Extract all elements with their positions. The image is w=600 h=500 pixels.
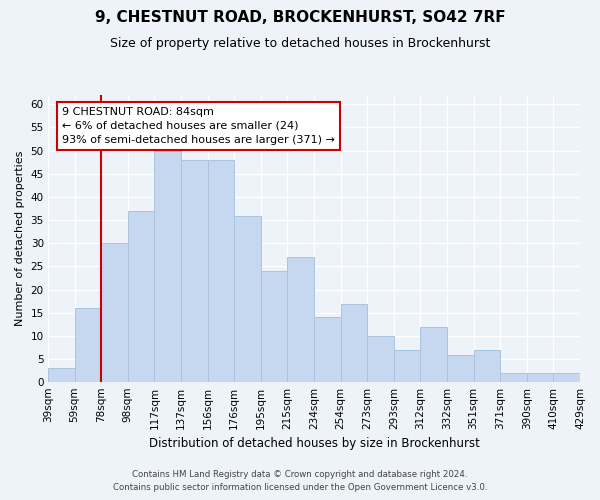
Bar: [421, 327, 447, 382]
Bar: [234, 216, 261, 382]
Bar: [101, 244, 128, 382]
Text: 9 CHESTNUT ROAD: 84sqm
← 6% of detached houses are smaller (24)
93% of semi-deta: 9 CHESTNUT ROAD: 84sqm ← 6% of detached …: [62, 106, 335, 144]
Bar: [527, 373, 553, 382]
Bar: [447, 354, 473, 382]
Bar: [181, 160, 208, 382]
Bar: [553, 373, 580, 382]
Text: 9, CHESTNUT ROAD, BROCKENHURST, SO42 7RF: 9, CHESTNUT ROAD, BROCKENHURST, SO42 7RF: [95, 10, 505, 25]
Bar: [48, 368, 74, 382]
Bar: [128, 211, 154, 382]
Bar: [74, 308, 101, 382]
Text: Size of property relative to detached houses in Brockenhurst: Size of property relative to detached ho…: [110, 38, 490, 51]
Bar: [341, 304, 367, 382]
Bar: [473, 350, 500, 382]
Bar: [394, 350, 421, 382]
X-axis label: Distribution of detached houses by size in Brockenhurst: Distribution of detached houses by size …: [149, 437, 479, 450]
Bar: [154, 150, 181, 382]
Y-axis label: Number of detached properties: Number of detached properties: [15, 151, 25, 326]
Bar: [261, 271, 287, 382]
Bar: [208, 160, 234, 382]
Text: Contains HM Land Registry data © Crown copyright and database right 2024.
Contai: Contains HM Land Registry data © Crown c…: [113, 470, 487, 492]
Bar: [287, 257, 314, 382]
Bar: [500, 373, 527, 382]
Bar: [367, 336, 394, 382]
Bar: [314, 318, 341, 382]
